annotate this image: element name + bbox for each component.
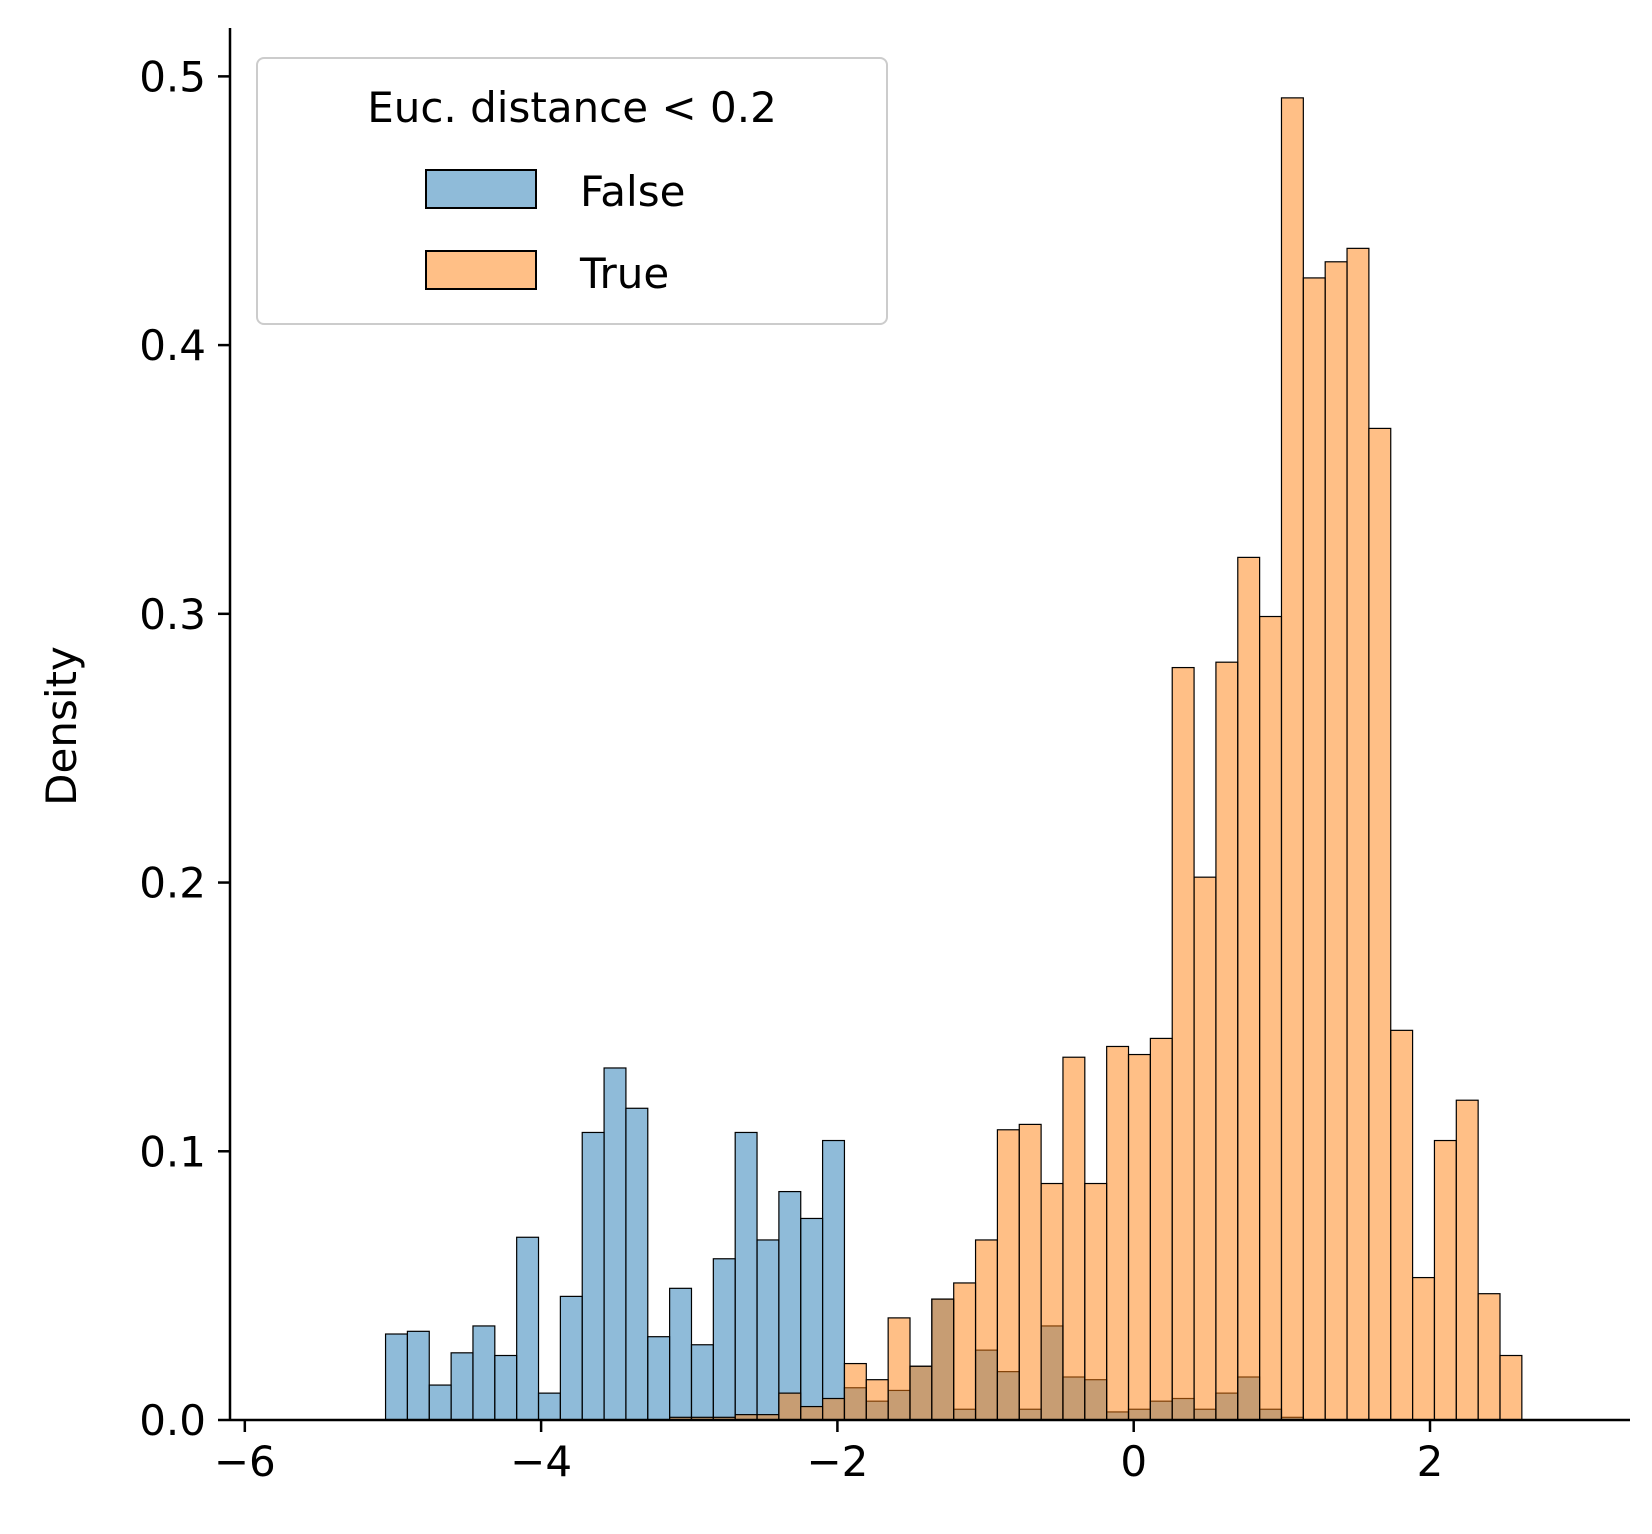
bar-true-bin-36 bbox=[1171, 666, 1195, 1421]
bar-true-bin-41 bbox=[1280, 97, 1304, 1421]
bar-true-bin-27 bbox=[974, 1239, 999, 1421]
bar-true-bin-34 bbox=[1127, 1053, 1151, 1421]
x-tick-label: −6 bbox=[214, 1437, 276, 1486]
bar-false-bin-14 bbox=[690, 1344, 714, 1421]
x-tick-label: −2 bbox=[806, 1437, 868, 1486]
bar-false-bin-4 bbox=[472, 1325, 496, 1421]
bar-true-bin-42 bbox=[1302, 277, 1326, 1421]
y-tick-label: 0.2 bbox=[139, 859, 206, 908]
legend-swatch-false bbox=[425, 169, 537, 209]
bar-false-bin-13 bbox=[669, 1287, 693, 1421]
bar-true-bin-45 bbox=[1368, 427, 1392, 1421]
bar-true-bin-25 bbox=[931, 1298, 955, 1421]
bar-true-bin-28 bbox=[996, 1129, 1020, 1421]
bar-false-bin-3 bbox=[450, 1352, 474, 1421]
bar-true-bin-19 bbox=[800, 1405, 824, 1421]
bar-true-bin-43 bbox=[1324, 261, 1348, 1421]
bar-true-bin-24 bbox=[909, 1365, 933, 1421]
bar-false-bin-9 bbox=[581, 1131, 605, 1421]
bar-true-bin-18 bbox=[778, 1392, 802, 1421]
true-series-bars bbox=[669, 97, 1523, 1421]
bar-false-bin-18 bbox=[778, 1190, 802, 1421]
bar-true-bin-21 bbox=[843, 1362, 867, 1421]
legend-label-true: True bbox=[579, 249, 669, 298]
legend-box bbox=[256, 57, 888, 325]
bar-true-bin-44 bbox=[1346, 247, 1370, 1421]
bar-false-bin-17 bbox=[756, 1239, 780, 1421]
bar-true-bin-37 bbox=[1193, 876, 1217, 1421]
bar-true-bin-40 bbox=[1259, 615, 1283, 1421]
bar-false-bin-15 bbox=[712, 1258, 736, 1421]
bar-false-bin-16 bbox=[734, 1131, 758, 1421]
bar-true-bin-22 bbox=[865, 1379, 889, 1421]
y-axis-label: Density bbox=[37, 646, 86, 806]
bar-false-bin-7 bbox=[537, 1392, 561, 1421]
bar-true-bin-33 bbox=[1106, 1045, 1130, 1421]
x-axis-ticks: −6 −4 −2 0 2 bbox=[214, 1420, 1444, 1486]
bar-false-bin-2 bbox=[428, 1384, 452, 1421]
bar-false-bin-12 bbox=[647, 1336, 671, 1421]
bar-false-bin-19 bbox=[800, 1217, 824, 1421]
bar-false-bin-20 bbox=[821, 1139, 846, 1421]
bar-true-bin-50 bbox=[1477, 1293, 1501, 1421]
bar-true-bin-46 bbox=[1390, 1029, 1414, 1421]
bar-true-bin-32 bbox=[1084, 1182, 1108, 1421]
bar-true-bin-26 bbox=[953, 1282, 977, 1421]
legend-label-false: False bbox=[580, 167, 685, 216]
bar-true-bin-20 bbox=[821, 1397, 846, 1421]
bar-false-bin-5 bbox=[494, 1354, 518, 1421]
bar-false-bin-8 bbox=[559, 1295, 583, 1421]
legend-swatch-true bbox=[425, 250, 537, 290]
bar-false-bin-11 bbox=[625, 1107, 649, 1421]
legend: Euc. distance < 0.2 False True bbox=[256, 57, 888, 325]
x-tick-label: −4 bbox=[510, 1437, 572, 1486]
x-tick-label: 2 bbox=[1417, 1437, 1444, 1486]
bar-true-bin-35 bbox=[1149, 1037, 1173, 1421]
bar-true-bin-48 bbox=[1433, 1139, 1457, 1421]
y-tick-label: 0.5 bbox=[139, 52, 206, 101]
bar-true-bin-38 bbox=[1215, 661, 1239, 1421]
bar-false-bin-6 bbox=[516, 1236, 540, 1421]
bar-true-bin-49 bbox=[1455, 1099, 1479, 1421]
bar-true-bin-23 bbox=[887, 1317, 911, 1421]
legend-title: Euc. distance < 0.2 bbox=[367, 83, 777, 132]
y-axis-ticks: 0.0 0.1 0.2 0.3 0.4 0.5 bbox=[139, 52, 230, 1445]
bar-true-bin-31 bbox=[1062, 1056, 1086, 1421]
bar-false-bin-10 bbox=[603, 1067, 627, 1421]
y-tick-label: 0.0 bbox=[139, 1396, 206, 1445]
bar-false-bin-1 bbox=[406, 1330, 430, 1421]
bar-true-bin-47 bbox=[1411, 1276, 1436, 1421]
x-tick-label: 0 bbox=[1120, 1437, 1147, 1486]
y-tick-label: 0.4 bbox=[139, 321, 206, 370]
bar-true-bin-30 bbox=[1040, 1182, 1064, 1421]
bar-true-bin-29 bbox=[1018, 1123, 1042, 1421]
bar-false-bin-0 bbox=[384, 1333, 409, 1421]
bar-true-bin-39 bbox=[1237, 556, 1261, 1421]
y-tick-label: 0.1 bbox=[139, 1127, 206, 1176]
y-tick-label: 0.3 bbox=[139, 590, 206, 639]
bar-true-bin-51 bbox=[1499, 1354, 1523, 1421]
